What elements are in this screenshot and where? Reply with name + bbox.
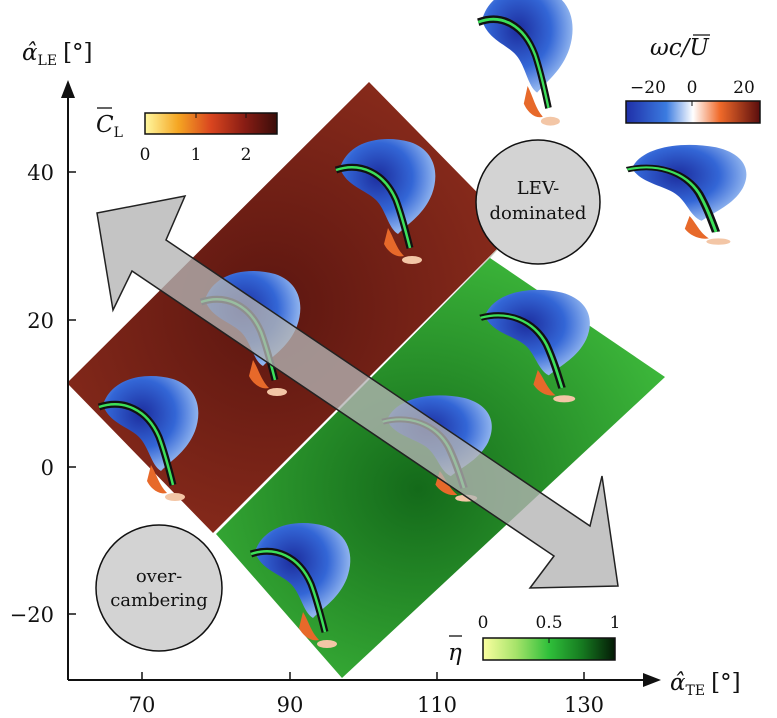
x-tick-130: 130: [564, 693, 604, 717]
lev-bubble: [475, 139, 601, 265]
lift-colorbar: CL 0 1 2: [96, 107, 278, 165]
lift-colorbar-label: CL: [96, 112, 123, 141]
y-tick-20: 20: [27, 309, 54, 333]
x-tick-110: 110: [417, 693, 457, 717]
efficiency-tick-1: 1: [610, 613, 621, 633]
over-bubble: [95, 524, 223, 652]
snapshot-right: [627, 145, 746, 245]
x-tick-70: 70: [129, 693, 156, 717]
x-ticks: 70 90 110 130: [129, 672, 604, 717]
lift-tick-2: 2: [241, 145, 252, 165]
y-tick-0: 0: [41, 456, 54, 480]
vorticity-colorbar: ωc/U −20 0 20: [625, 34, 761, 124]
efficiency-tick-05: 0.5: [535, 613, 562, 633]
lev-label-1: LEV-: [517, 178, 560, 199]
x-axis-arrowhead: [643, 673, 661, 687]
efficiency-tick-0: 0: [478, 613, 489, 633]
vort-tick-0: 0: [687, 78, 698, 98]
vort-tick-20: 20: [733, 78, 755, 98]
over-label-1: over-: [136, 566, 182, 587]
y-axis-label: α̂LE [°]: [22, 40, 93, 69]
tradeoff-arrow: [96, 194, 619, 589]
y-axis-arrowhead: [61, 80, 75, 98]
efficiency-colorbar: 0 0.5 1 η: [448, 613, 620, 666]
y-tick-40: 40: [27, 161, 54, 185]
y-tick-m20: −20: [10, 603, 54, 627]
lev-label-2: dominated: [490, 203, 587, 224]
efficiency-colorbar-label: η: [448, 640, 462, 666]
x-axis-label: α̂TE [°]: [670, 670, 741, 699]
lift-tick-0: 0: [140, 145, 151, 165]
y-ticks: 40 20 0 −20: [10, 161, 76, 627]
x-tick-90: 90: [277, 693, 304, 717]
vort-tick-m20: −20: [630, 78, 666, 98]
vorticity-colorbar-label: ωc/U: [650, 35, 710, 61]
over-label-2: cambering: [110, 590, 208, 611]
snapshot-top-right: [478, 0, 572, 126]
lift-tick-1: 1: [191, 145, 202, 165]
